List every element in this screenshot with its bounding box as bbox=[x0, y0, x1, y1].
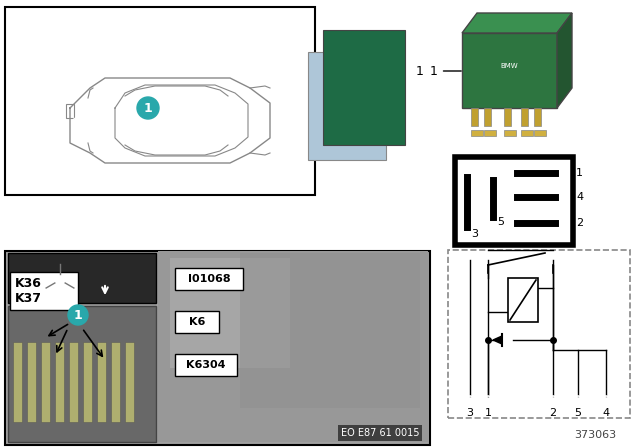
Bar bbox=[508, 278, 538, 322]
Bar bbox=[175, 311, 219, 333]
Text: 5: 5 bbox=[497, 217, 504, 227]
Circle shape bbox=[68, 305, 88, 325]
Bar bbox=[471, 108, 478, 126]
Bar bbox=[534, 130, 546, 136]
Bar bbox=[504, 108, 511, 126]
Text: 2: 2 bbox=[576, 218, 583, 228]
Bar bbox=[471, 130, 483, 136]
Text: 3: 3 bbox=[467, 408, 474, 418]
Polygon shape bbox=[493, 336, 502, 344]
Text: 1: 1 bbox=[143, 102, 152, 115]
Bar bbox=[10, 272, 78, 310]
Polygon shape bbox=[462, 13, 572, 33]
Text: 373063: 373063 bbox=[574, 430, 616, 440]
Polygon shape bbox=[557, 13, 572, 108]
Text: K36: K36 bbox=[15, 276, 42, 289]
Bar bbox=[170, 258, 290, 368]
Text: 4: 4 bbox=[602, 408, 609, 418]
Bar bbox=[111, 342, 120, 422]
Bar bbox=[97, 342, 106, 422]
Text: K6: K6 bbox=[189, 317, 205, 327]
Bar bbox=[484, 130, 496, 136]
Text: 1: 1 bbox=[484, 408, 492, 418]
Text: 1: 1 bbox=[74, 309, 83, 322]
Text: K37: K37 bbox=[15, 292, 42, 305]
Text: 1: 1 bbox=[430, 65, 461, 78]
Bar bbox=[504, 130, 516, 136]
Bar bbox=[175, 354, 237, 376]
Text: 5: 5 bbox=[575, 408, 582, 418]
Bar bbox=[534, 108, 541, 126]
Text: K6304: K6304 bbox=[186, 360, 226, 370]
Bar bbox=[240, 253, 420, 408]
Bar bbox=[8, 253, 156, 303]
Text: 3: 3 bbox=[471, 229, 478, 239]
Bar bbox=[5, 251, 430, 445]
Bar bbox=[5, 7, 315, 195]
Bar bbox=[448, 250, 630, 418]
Text: 1: 1 bbox=[576, 168, 583, 178]
Bar bbox=[158, 251, 428, 442]
Bar bbox=[175, 268, 243, 290]
Bar bbox=[484, 108, 491, 126]
Text: 2: 2 bbox=[549, 408, 557, 418]
Bar bbox=[13, 342, 22, 422]
Bar bbox=[8, 306, 156, 442]
Bar bbox=[27, 342, 36, 422]
Circle shape bbox=[137, 97, 159, 119]
Circle shape bbox=[44, 264, 76, 296]
Text: I01068: I01068 bbox=[188, 274, 230, 284]
Text: 1: 1 bbox=[416, 65, 424, 78]
Text: EO E87 61 0015: EO E87 61 0015 bbox=[340, 428, 419, 438]
Circle shape bbox=[54, 274, 66, 286]
Bar bbox=[55, 342, 64, 422]
Bar bbox=[455, 157, 573, 245]
Bar bbox=[69, 342, 78, 422]
Bar bbox=[66, 104, 74, 118]
Text: 4: 4 bbox=[576, 192, 583, 202]
Text: BMW: BMW bbox=[500, 63, 518, 69]
Bar bbox=[521, 130, 533, 136]
Bar bbox=[41, 342, 50, 422]
Bar bbox=[323, 30, 405, 145]
Bar bbox=[308, 52, 386, 160]
Bar bbox=[521, 108, 528, 126]
Bar bbox=[462, 33, 557, 108]
Bar bbox=[125, 342, 134, 422]
Bar bbox=[83, 342, 92, 422]
